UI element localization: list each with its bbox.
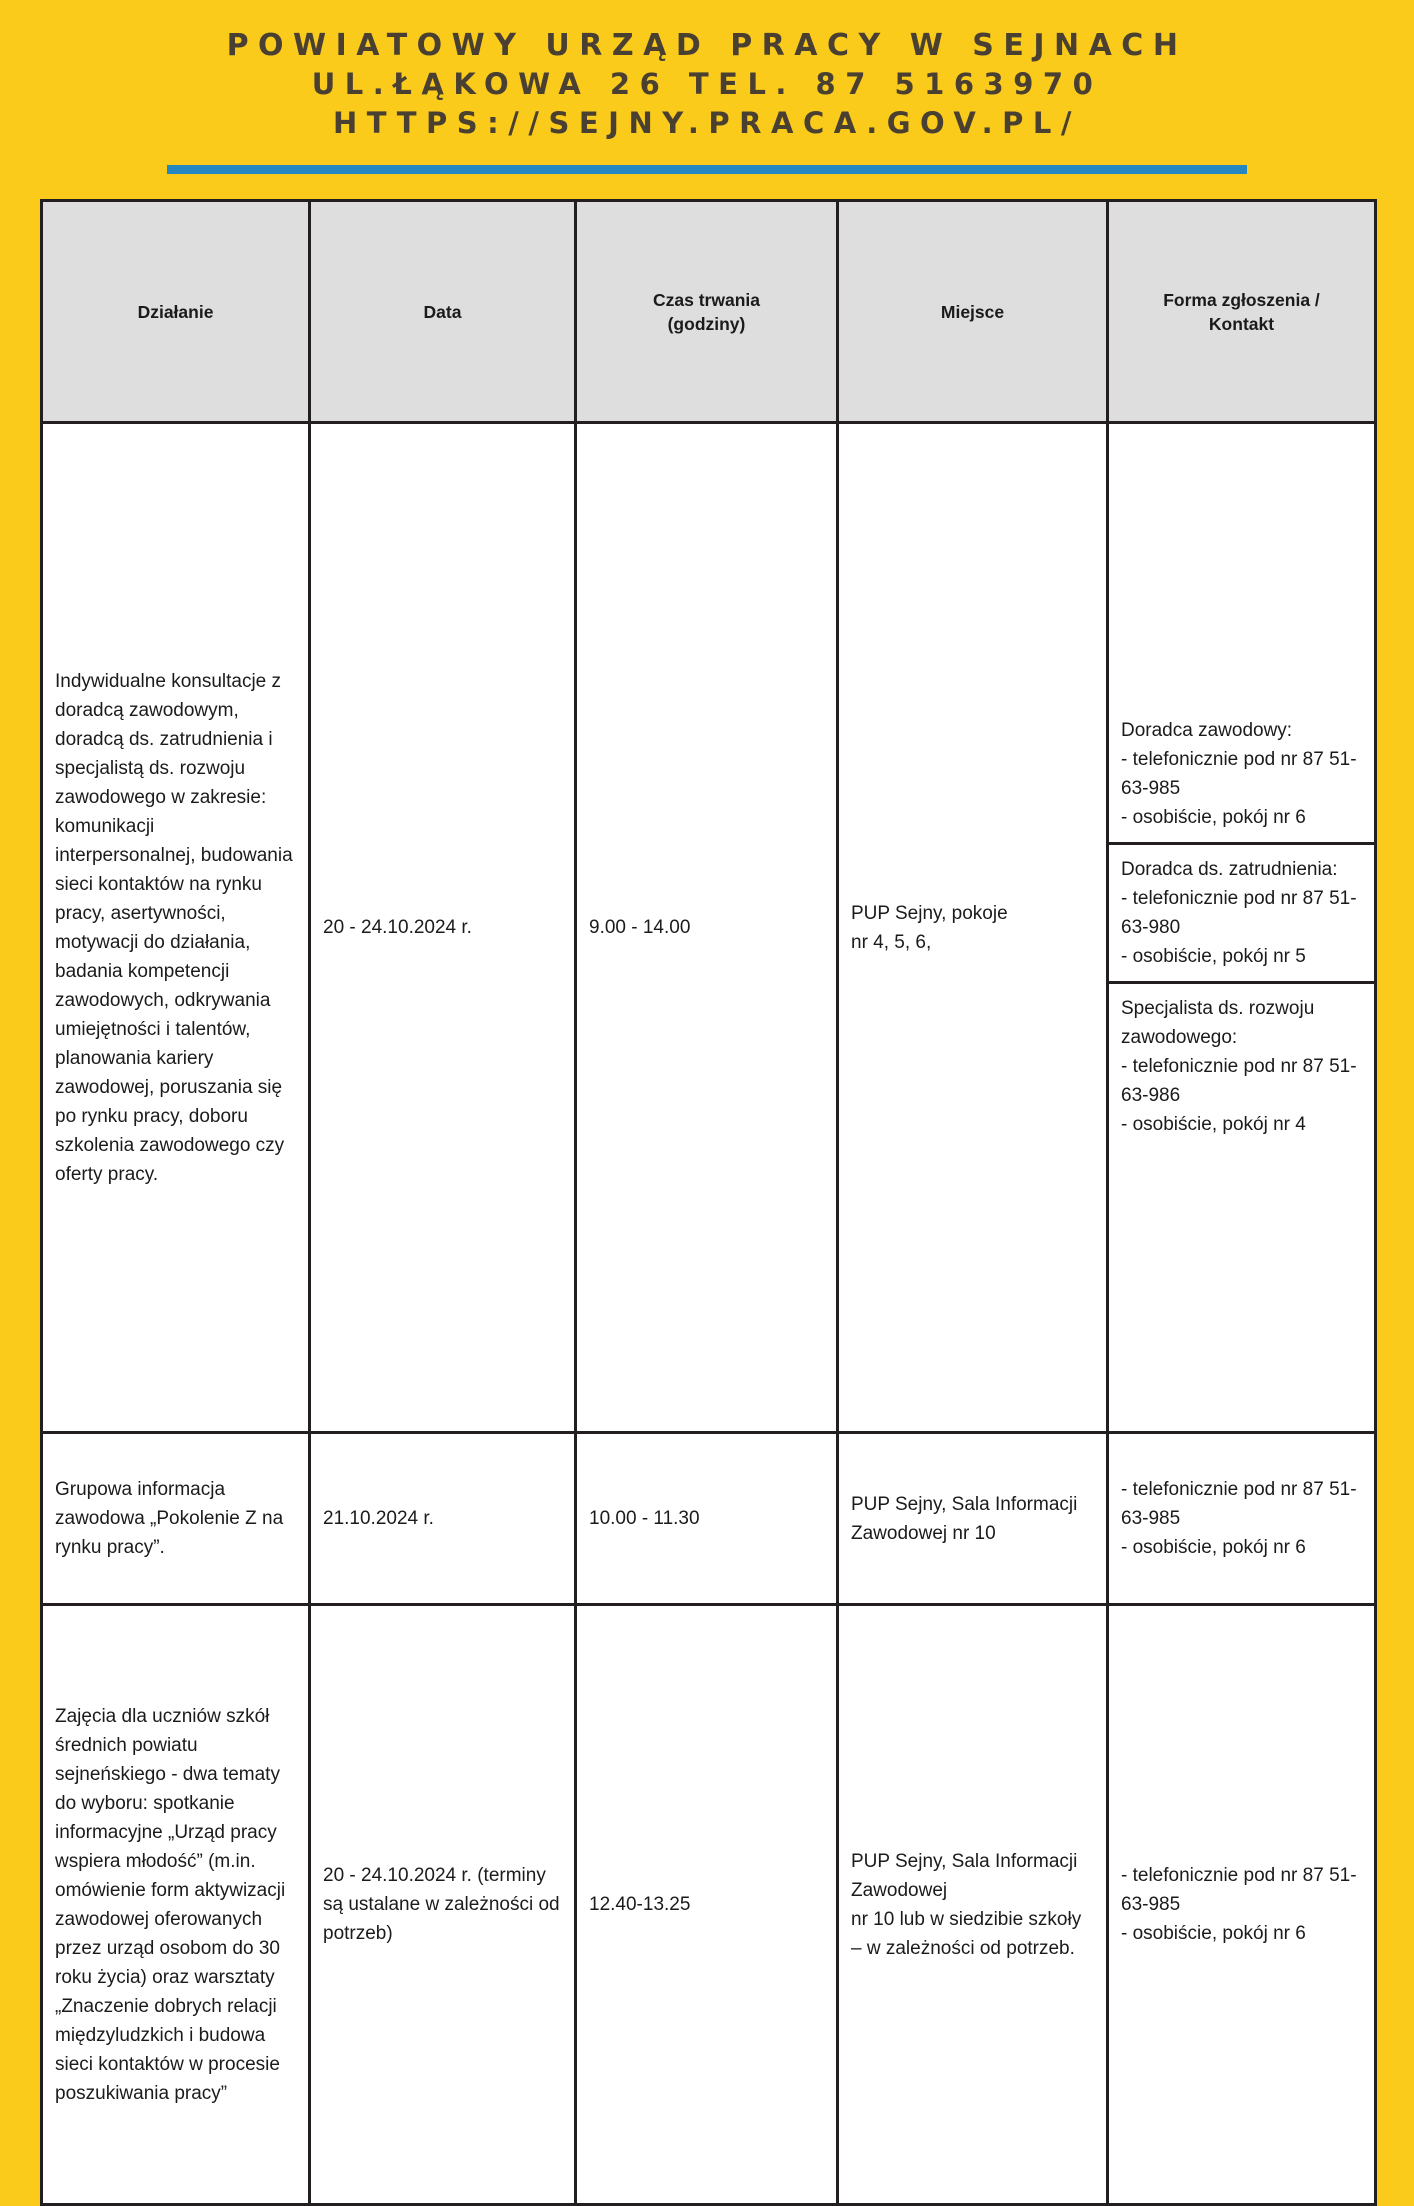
cell-miejsce-1: PUP Sejny, pokoje nr 4, 5, 6, [836,421,1109,1434]
cell-kontakt-2: - telefonicznie pod nr 87 51-63-985 - os… [1106,1431,1377,1606]
cell-dzialanie-3: Zajęcia dla uczniów szkół średnich powia… [40,1603,311,2206]
cell-dzialanie-1: Indywidualne konsultacje z doradcą zawod… [40,421,311,1434]
table-row: Indywidualne konsultacje z doradcą zawod… [40,421,1377,1434]
table-row: Grupowa informacja zawodowa „Pokolenie Z… [40,1431,1377,1606]
contact-specjalista-rozwoju: Specjalista ds. rozwoju zawodowego: - te… [1109,981,1374,1149]
contact-doradca-zawodowy: Doradca zawodowy: - telefonicznie pod nr… [1121,720,1357,828]
office-website-line: HTTPS://SEJNY.PRACA.GOV.PL/ [333,106,1081,140]
schedule-table: Działanie Data Czas trwania (godziny) Mi… [40,199,1377,2206]
cell-kontakt-1: Doradca zawodowy: - telefonicznie pod nr… [1106,421,1377,1434]
schedule-table-wrap: Działanie Data Czas trwania (godziny) Mi… [40,199,1377,2206]
column-header-dzialanie: Działanie [40,199,311,424]
cell-miejsce-2: PUP Sejny, Sala Informacji Zawodowej nr … [836,1431,1109,1606]
contact-stack: Doradca zawodowy: - telefonicznie pod nr… [1109,706,1374,1149]
schedule-table-head: Działanie Data Czas trwania (godziny) Mi… [40,199,1377,424]
header-divider-wrap [0,165,1414,174]
poster-header: POWIATOWY URZĄD PRACY W SEJNACH UL.ŁĄKOW… [0,0,1414,143]
office-address-line: UL.ŁĄKOWA 26 TEL. 87 5163970 [311,67,1103,101]
cell-dzialanie-2: Grupowa informacja zawodowa „Pokolenie Z… [40,1431,311,1606]
schedule-table-body: Indywidualne konsultacje z doradcą zawod… [40,421,1377,2206]
cell-data-2: 21.10.2024 r. [308,1431,577,1606]
office-name-line: POWIATOWY URZĄD PRACY W SEJNACH [226,28,1188,63]
header-divider [167,165,1247,174]
cell-czas-2: 10.00 - 11.30 [574,1431,839,1606]
cell-kontakt-3: - telefonicznie pod nr 87 51-63-985 - os… [1106,1603,1377,2206]
table-row: Zajęcia dla uczniów szkół średnich powia… [40,1603,1377,2206]
contact-doradca-zatrudnienia: Doradca ds. zatrudnienia: - telefoniczni… [1109,842,1374,981]
cell-czas-3: 12.40-13.25 [574,1603,839,2206]
column-header-miejsce: Miejsce [836,199,1109,424]
cell-data-1: 20 - 24.10.2024 r. [308,421,577,1434]
column-header-forma-zgloszenia: Forma zgłoszenia / Kontakt [1106,199,1377,424]
column-header-czas-trwania: Czas trwania (godziny) [574,199,839,424]
column-header-data: Data [308,199,577,424]
cell-miejsce-3: PUP Sejny, Sala Informacji Zawodowej nr … [836,1603,1109,2206]
cell-data-3: 20 - 24.10.2024 r. (terminy są ustalane … [308,1603,577,2206]
table-header-row: Działanie Data Czas trwania (godziny) Mi… [40,199,1377,424]
cell-czas-1: 9.00 - 14.00 [574,421,839,1434]
